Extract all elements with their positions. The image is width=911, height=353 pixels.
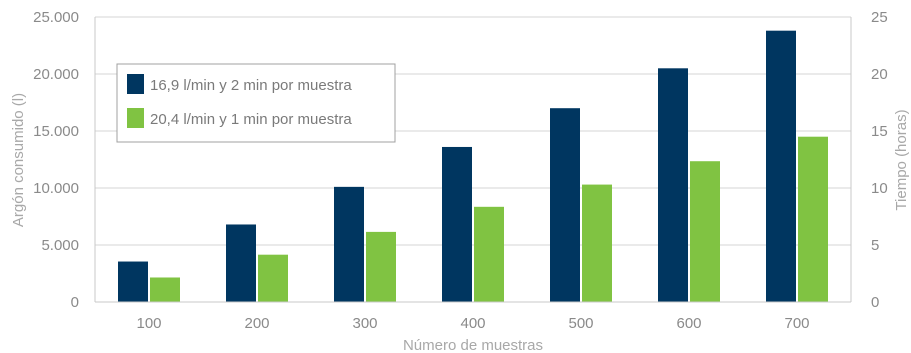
x-tick-label: 400 (460, 315, 485, 332)
bars (118, 30, 828, 303)
x-tick-label: 500 (568, 315, 593, 332)
bar-series-2-200 (258, 254, 288, 302)
bar-series-1-100 (118, 261, 148, 302)
bar-series-1-600 (658, 68, 688, 302)
bar-series-1-300 (334, 186, 364, 302)
x-tick-label: 600 (676, 315, 701, 332)
y2-tick-label: 25 (871, 9, 888, 26)
bar-series-1-700 (766, 30, 796, 303)
legend-swatch-series-1 (127, 74, 144, 94)
legend-label-series-2: 20,4 l/min y 1 min por muestra (150, 111, 352, 128)
bar-series-2-600 (690, 161, 720, 302)
y2-tick-label: 20 (871, 66, 888, 83)
y-tick-label: 0 (71, 294, 79, 311)
bar-series-2-100 (150, 277, 180, 302)
bar-series-1-500 (550, 108, 580, 302)
y-axis-title: Argón consumido (l) (10, 93, 27, 227)
legend-label-series-1: 16,9 l/min y 2 min por muestra (150, 77, 352, 94)
bar-series-2-400 (474, 206, 504, 302)
bar-series-2-300 (366, 231, 396, 302)
y-tick-label: 10.000 (33, 180, 79, 197)
legend-swatch-series-2 (127, 108, 144, 128)
y2-tick-label: 10 (871, 180, 888, 197)
y2-axis-title: Tiempo (horas) (893, 109, 910, 210)
y2-tick-label: 5 (871, 237, 879, 254)
y2-tick-label: 0 (871, 294, 879, 311)
bar-series-1-400 (442, 146, 472, 302)
y2-tick-label: 15 (871, 123, 888, 140)
y-tick-label: 15.000 (33, 123, 79, 140)
x-tick-label: 700 (784, 315, 809, 332)
left-axis-ticks: 0 5.000 10.000 15.000 20.000 25.000 (33, 9, 79, 311)
legend-box (116, 63, 396, 143)
bar-series-2-500 (582, 184, 612, 302)
x-tick-label: 100 (136, 315, 161, 332)
right-axis-ticks: 0 5 10 15 20 25 (871, 9, 888, 311)
bar-series-1-200 (226, 224, 256, 302)
x-tick-label: 300 (352, 315, 377, 332)
x-axis-title: Número de muestras (403, 337, 543, 353)
y-tick-label: 20.000 (33, 66, 79, 83)
y-tick-label: 5.000 (41, 237, 79, 254)
x-axis-ticks: 100 200 300 400 500 600 700 (136, 315, 809, 332)
bar-series-2-700 (798, 136, 828, 302)
y-tick-label: 25.000 (33, 9, 79, 26)
x-tick-label: 200 (244, 315, 269, 332)
legend: 16,9 l/min y 2 min por muestra 20,4 l/mi… (116, 63, 396, 143)
